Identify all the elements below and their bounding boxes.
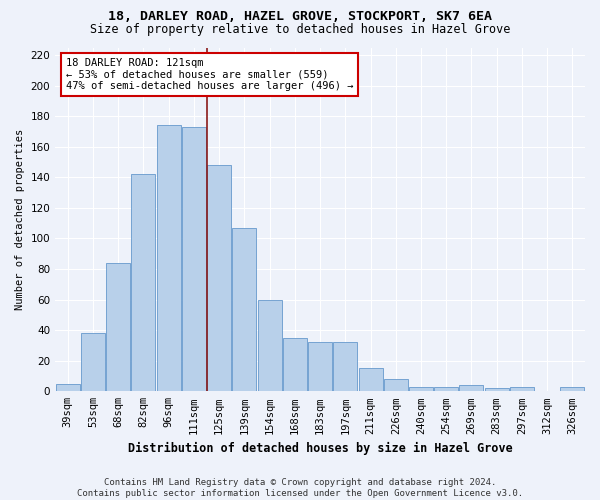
Text: 18 DARLEY ROAD: 121sqm
← 53% of detached houses are smaller (559)
47% of semi-de: 18 DARLEY ROAD: 121sqm ← 53% of detached…	[66, 58, 353, 91]
Bar	[560, 386, 584, 391]
Bar	[485, 388, 509, 391]
Bar	[384, 379, 408, 391]
Bar	[308, 342, 332, 391]
Bar	[283, 338, 307, 391]
Bar	[257, 300, 281, 391]
Bar	[434, 386, 458, 391]
Y-axis label: Number of detached properties: Number of detached properties	[15, 128, 25, 310]
Bar	[81, 333, 105, 391]
Bar	[510, 386, 534, 391]
Text: 18, DARLEY ROAD, HAZEL GROVE, STOCKPORT, SK7 6EA: 18, DARLEY ROAD, HAZEL GROVE, STOCKPORT,…	[108, 10, 492, 23]
Bar	[106, 263, 130, 391]
Bar	[334, 342, 357, 391]
Text: Size of property relative to detached houses in Hazel Grove: Size of property relative to detached ho…	[90, 22, 510, 36]
Bar	[460, 385, 484, 391]
Text: Contains HM Land Registry data © Crown copyright and database right 2024.
Contai: Contains HM Land Registry data © Crown c…	[77, 478, 523, 498]
Bar	[56, 384, 80, 391]
X-axis label: Distribution of detached houses by size in Hazel Grove: Distribution of detached houses by size …	[128, 442, 512, 455]
Bar	[409, 386, 433, 391]
Bar	[131, 174, 155, 391]
Bar	[157, 126, 181, 391]
Bar	[232, 228, 256, 391]
Bar	[207, 165, 231, 391]
Bar	[182, 127, 206, 391]
Bar	[359, 368, 383, 391]
